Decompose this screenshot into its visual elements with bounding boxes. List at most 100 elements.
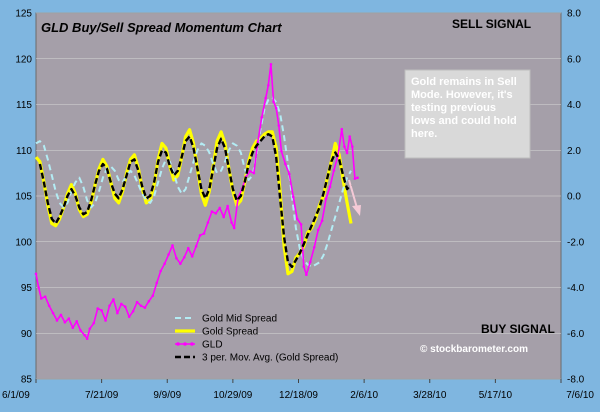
x-tick-label: 5/17/10 <box>479 390 513 401</box>
gld-point <box>186 246 190 250</box>
gld-point <box>120 302 123 306</box>
gld-point <box>67 317 71 320</box>
gld-point <box>206 221 210 224</box>
y-left-tick-label: 90 <box>21 329 33 340</box>
annotation-note-box <box>404 69 531 159</box>
y-right-tick-label: -8.0 <box>567 375 585 386</box>
gld-point <box>131 309 135 313</box>
x-axis: 6/1/09 7/21/09 9/9/09 10/29/09 12/18/09 2/6/1… <box>2 379 594 401</box>
gld-point <box>214 212 218 215</box>
gld-point <box>343 145 346 148</box>
gld-point <box>47 304 51 308</box>
gld-point <box>295 217 299 221</box>
x-tick-label: 6/1/09 <box>2 390 30 401</box>
gld-point <box>353 177 357 180</box>
gld-point <box>272 100 275 104</box>
gld-point <box>34 272 38 276</box>
annotation-note-line: here. <box>411 128 437 140</box>
gld-point <box>305 273 308 276</box>
series-layer <box>34 62 359 341</box>
x-tick-label: 2/6/10 <box>350 390 378 401</box>
y-right-tick-label: 0.0 <box>567 192 581 203</box>
gld-point <box>139 304 143 308</box>
legend-marker <box>183 342 187 346</box>
gld-point <box>320 219 324 223</box>
gld-point <box>79 329 82 332</box>
gld-point <box>345 151 349 155</box>
gld-point <box>302 265 306 268</box>
gld-point <box>112 298 115 301</box>
gld-point <box>179 262 182 266</box>
legend-label: Gold Mid Spread <box>202 314 277 325</box>
gld-point <box>269 62 273 66</box>
gld-point <box>277 124 281 127</box>
legend-label: 3 per. Mov. Avg. (Gold Spread) <box>202 353 338 364</box>
gld-point <box>218 206 222 210</box>
gld-point <box>190 255 194 258</box>
trend-arrow-head <box>352 205 361 216</box>
gld-point <box>108 304 111 308</box>
y-left-tick-label: 125 <box>15 9 32 20</box>
gld-point <box>63 320 67 324</box>
gld-point <box>88 327 92 330</box>
gld-point <box>151 294 155 298</box>
annotation-note-line: Mode. However, it's <box>411 89 513 101</box>
gld-point <box>312 245 316 249</box>
y-right-tick-label: 2.0 <box>567 146 581 157</box>
gld-point <box>175 256 178 260</box>
gld-point <box>167 253 170 256</box>
gld-point <box>71 326 75 330</box>
x-tick-label: 3/28/10 <box>413 390 447 401</box>
y-left-tick-label: 100 <box>15 237 32 248</box>
y-left-tick-label: 120 <box>15 54 32 65</box>
gld-point <box>116 311 119 315</box>
gld-point <box>59 313 63 317</box>
gld-point <box>356 176 359 179</box>
gld-point <box>127 315 131 319</box>
legend-marker <box>176 342 180 346</box>
legend-marker <box>190 342 194 346</box>
gld-point <box>92 321 96 325</box>
y-right-tick-label: 8.0 <box>567 9 581 20</box>
gld-point <box>291 195 295 199</box>
gld-point <box>43 295 47 298</box>
y-right-tick-label: -2.0 <box>567 237 585 248</box>
gld-point <box>252 171 256 175</box>
y-left-tick-label: 85 <box>21 375 33 386</box>
gld-point <box>83 333 86 337</box>
y-left-tick-label: 105 <box>15 192 32 203</box>
gld-point <box>256 140 260 144</box>
gld-point <box>328 185 332 189</box>
annotation-note: Gold remains in Sell Mode. However, it's t… <box>404 69 531 159</box>
x-tick-label: 10/29/09 <box>213 390 252 401</box>
gld-point <box>198 234 202 237</box>
gld-point <box>39 297 43 300</box>
trend-arrow <box>348 179 361 216</box>
gld-point <box>210 210 214 213</box>
gld-point <box>351 145 354 148</box>
y-axis-left: 85 90 95 100 105 110 115 120 125 <box>15 9 32 386</box>
gld-point <box>55 319 59 322</box>
y-left-tick-label: 115 <box>16 100 32 111</box>
gld-point <box>135 300 139 304</box>
annotation-note-line: testing previous <box>411 102 496 114</box>
gld-point <box>222 215 225 219</box>
x-tick-label: 12/18/09 <box>279 390 318 401</box>
gld-point <box>104 319 107 322</box>
gld-point <box>51 311 55 315</box>
annotation-note-line: Gold remains in Sell <box>411 76 517 88</box>
gld-point <box>202 232 206 235</box>
gld-point <box>147 299 151 303</box>
gld-point <box>340 127 344 131</box>
y-left-tick-label: 95 <box>21 283 33 294</box>
x-tick-label: 9/9/09 <box>153 390 181 401</box>
gld-point <box>85 337 89 341</box>
trend-arrow-line <box>348 179 358 209</box>
gld-point <box>96 307 99 310</box>
gld-point <box>163 262 166 266</box>
credit-text: © stockbarometer.com <box>420 344 528 355</box>
legend: Gold Mid Spread Gold Spread GLD 3 per. Mov.… <box>175 314 338 364</box>
series-line-0 <box>35 96 352 268</box>
